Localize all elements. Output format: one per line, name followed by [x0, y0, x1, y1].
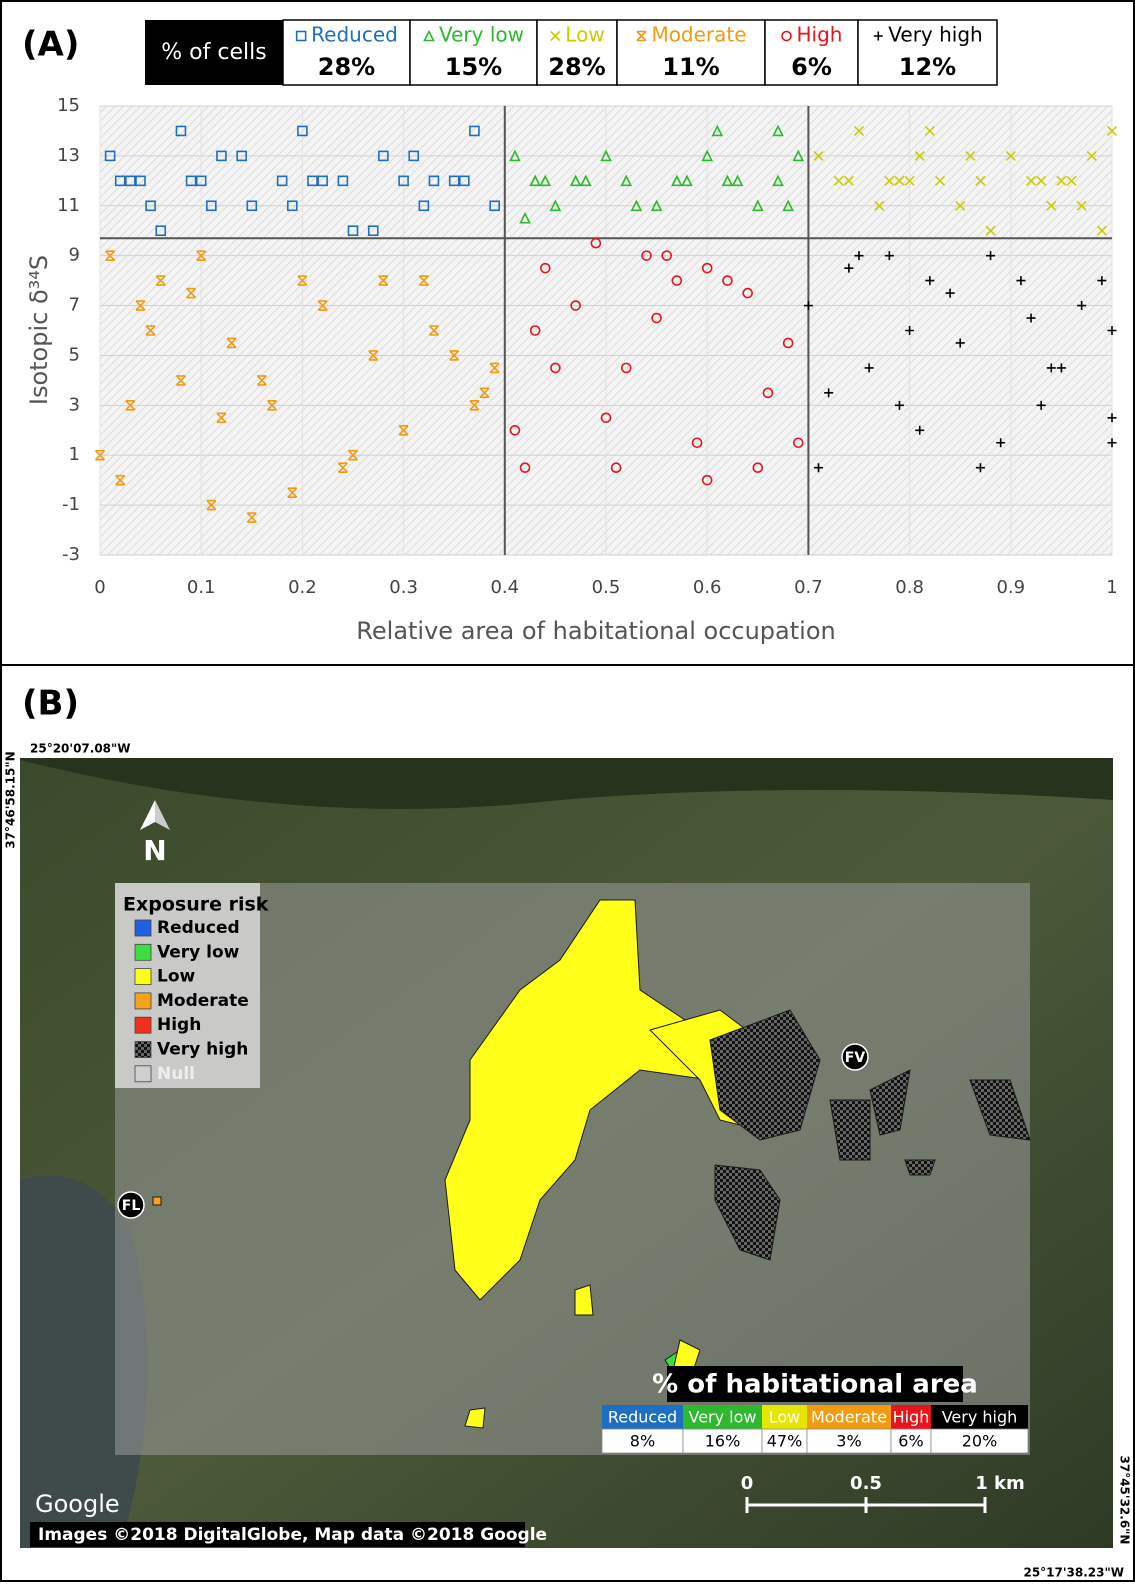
panel-label: (A): [22, 25, 79, 65]
x-tick-label: 0.5: [592, 577, 621, 598]
legend-share: 15%: [445, 53, 502, 81]
scale-label: 1 km: [975, 1473, 1025, 1494]
y-tick-label: 1: [69, 444, 80, 465]
y-tick-label: 11: [57, 195, 80, 216]
x-tick-label: 0.4: [490, 577, 519, 598]
legend-share: 28%: [548, 53, 605, 81]
north-label: N: [143, 834, 166, 867]
coordinate-label: 37°45'32.6"N: [1118, 1456, 1132, 1545]
y-axis-title: Isotopic δ³⁴S: [25, 255, 53, 405]
area-name: High: [893, 1408, 930, 1427]
panel-label: (B): [22, 684, 79, 724]
x-tick-label: 1: [1106, 577, 1117, 598]
legend-label: Moderate: [651, 23, 746, 47]
legend-swatch: [135, 944, 151, 960]
x-tick-label: 0.8: [895, 577, 924, 598]
y-tick-label: 5: [69, 344, 80, 365]
x-tick-label: 0.2: [288, 577, 317, 598]
area-value: 16%: [705, 1432, 741, 1451]
x-tick-label: 0.1: [187, 577, 216, 598]
y-tick-label: 3: [69, 394, 80, 415]
x-tick-label: 0: [94, 577, 105, 598]
area-name: Reduced: [608, 1408, 677, 1427]
x-tick-label: 0.9: [996, 577, 1025, 598]
legend-swatch: [135, 920, 151, 936]
area-name: Moderate: [811, 1408, 887, 1427]
area-table: Reduced 8% Very low 16% Low 47% Moderate 3% High…: [602, 1405, 1028, 1453]
legend-swatch: [135, 1042, 151, 1058]
low-zone: [575, 1285, 593, 1315]
legend-label: Null: [157, 1064, 195, 1084]
page: (A) Isotopic δ³⁴S Relative area of habit…: [0, 0, 1135, 1586]
legend-label: Reduced: [311, 23, 398, 47]
x-axis-title: Relative area of habitational occupation: [356, 617, 835, 645]
credits: Images ©2018 DigitalGlobe, Map data ©201…: [38, 1525, 547, 1545]
area-name: Low: [769, 1408, 801, 1427]
cells-legend: % of cells Reduced 28% Very low 15% Low 28% Mo…: [145, 20, 997, 85]
map-legend-title: Exposure risk: [123, 894, 269, 916]
y-tick-label: 7: [69, 295, 80, 316]
place-marker: FL: [118, 1192, 144, 1218]
legend-label: Very low: [439, 23, 524, 47]
legend-title: % of cells: [161, 40, 266, 65]
legend-label: Low: [157, 967, 196, 987]
legend-share: 12%: [899, 53, 956, 81]
y-tick-label: -1: [62, 494, 80, 515]
y-tick-label: 13: [57, 145, 80, 166]
legend-label: Very high: [888, 23, 982, 47]
legend-label: High: [157, 1015, 201, 1035]
place-marker: FV: [842, 1044, 868, 1070]
legend-swatch: [135, 993, 151, 1009]
legend-share: 6%: [791, 53, 832, 81]
figure: (A) Isotopic δ³⁴S Relative area of habit…: [0, 0, 1135, 1582]
y-tick-label: -3: [62, 544, 80, 565]
legend-label: Moderate: [157, 991, 249, 1011]
x-tick-label: 0.3: [389, 577, 418, 598]
legend-swatch: [135, 1066, 151, 1082]
legend-swatch: [135, 969, 151, 985]
y-tick-label: 15: [57, 95, 80, 116]
very-high-zone: [905, 1160, 935, 1175]
legend-share: 28%: [318, 53, 375, 81]
area-value: 3%: [836, 1432, 861, 1451]
coordinate-label: 25°17'38.23"W: [1023, 1566, 1124, 1580]
scale-label: 0: [741, 1473, 754, 1494]
legend-label: Reduced: [157, 918, 240, 938]
scale-label: 0.5: [850, 1473, 882, 1494]
legend-share: 11%: [662, 53, 719, 81]
legend-label: Very high: [157, 1040, 248, 1060]
coordinate-label: 37°46'58.15"N: [4, 751, 18, 848]
area-value: 20%: [962, 1432, 998, 1451]
area-name: Very low: [689, 1408, 757, 1427]
legend-swatch: [135, 1017, 151, 1033]
area-name: Very high: [942, 1408, 1018, 1427]
area-value: 6%: [898, 1432, 923, 1451]
area-value: 47%: [767, 1432, 803, 1451]
moderate-zone: [153, 1197, 161, 1205]
y-tick-label: 9: [69, 245, 80, 266]
legend-label: Low: [565, 23, 604, 47]
coordinate-label: 25°20'07.08"W: [30, 742, 131, 756]
legend-label: Very low: [157, 942, 240, 962]
area-table-title: % of habitational area: [652, 1370, 978, 1400]
x-tick-label: 0.6: [693, 577, 722, 598]
x-tick-label: 0.7: [794, 577, 823, 598]
legend-label: High: [797, 23, 843, 47]
place-label: FV: [845, 1050, 866, 1066]
area-value: 8%: [630, 1432, 655, 1451]
map-logo: Google: [35, 1490, 120, 1518]
place-label: FL: [122, 1198, 141, 1214]
